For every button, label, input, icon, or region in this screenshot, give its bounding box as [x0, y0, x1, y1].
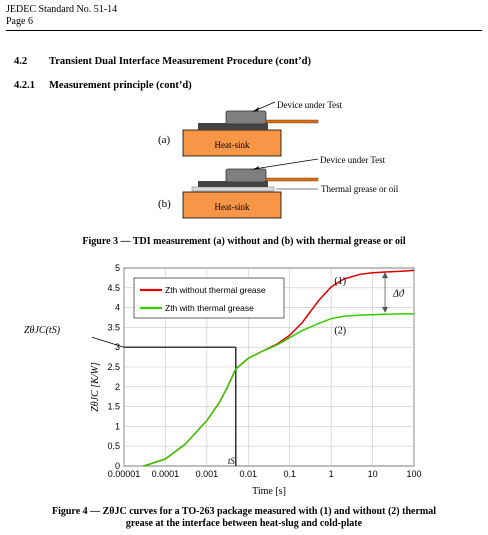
device-a — [225, 110, 267, 125]
heatslug-a — [198, 123, 268, 130]
y-tick-label: 4 — [115, 303, 120, 313]
x-tick-label: 0.0001 — [152, 469, 180, 479]
figure3-diagram: (a) Heat-sink Device under Test (b) Heat… — [158, 100, 399, 219]
subsection-number: 4.2.1 — [14, 80, 35, 91]
section-number: 4.2 — [14, 56, 28, 67]
figure3-label-a: (a) — [158, 134, 171, 146]
dut-b-leader — [253, 158, 319, 170]
x-tick-label: 0.01 — [240, 469, 258, 479]
y-tick-label: 0.5 — [107, 441, 120, 451]
grease-label: Thermal grease or oil — [321, 184, 399, 194]
y-tick-label: 3 — [115, 342, 120, 352]
y-axis-label: ZθJC [K/W] — [90, 362, 101, 412]
legend-box — [133, 277, 285, 319]
doc-header-standard: JEDEC Standard No. 51-14 — [6, 4, 118, 15]
figure4-chart: 0 0.5 1 1.5 2 2.5 3 3.5 4 4.5 5 0.00001 0.0001 0.001 0… — [24, 263, 422, 497]
x-tick-label: 0.001 — [196, 469, 219, 479]
heatslug-b — [198, 181, 268, 187]
y-tick-label: 1.5 — [107, 402, 120, 412]
x-axis-label: Time [s] — [252, 486, 286, 497]
y-tick-label: 4.5 — [107, 283, 120, 293]
x-tick-label: 0.1 — [283, 469, 296, 479]
legend-label: Zth with thermal grease — [165, 303, 254, 313]
dut-b-label: Device under Test — [320, 155, 386, 165]
delta-label: Δϑ — [392, 289, 405, 300]
figure3-label-b: (b) — [158, 198, 171, 210]
zts-label: ZθJC(tS) — [24, 325, 61, 336]
heatsink-b — [182, 191, 282, 219]
heatsink-a — [182, 129, 282, 157]
zts-leader — [91, 336, 125, 348]
section-title: Transient Dual Interface Measurement Pro… — [49, 56, 311, 67]
heatsink-a-label: Heat-sink — [215, 140, 250, 150]
y-tick-label: 2 — [115, 382, 120, 392]
ts-label: tS — [228, 456, 236, 466]
annotation-2: (2) — [334, 325, 346, 336]
y-tick-label: 3.5 — [107, 322, 120, 332]
y-tick-label: 2.5 — [107, 362, 120, 372]
legend-label: Zth without thermal grease — [165, 285, 266, 295]
delta-arrow-down-icon — [382, 306, 389, 313]
series-line-2 — [143, 313, 414, 467]
grease-layer — [191, 186, 275, 192]
subsection-title: Measurement principle (cont’d) — [49, 80, 192, 91]
y-tick-label: 5 — [115, 263, 120, 273]
heatsink-b-label: Heat-sink — [215, 202, 250, 212]
delta-arrow-up-icon — [382, 272, 389, 279]
dut-a-arrow-icon — [252, 107, 259, 112]
dut-b-arrow-icon — [252, 166, 259, 170]
x-tick-label: 1 — [329, 469, 334, 479]
y-tick-label: 0 — [115, 461, 120, 471]
device-b — [225, 168, 267, 183]
figure4-caption-line1: Figure 4 — ZθJC curves for a TO-263 pack… — [51, 506, 436, 517]
dut-a-label: Device under Test — [277, 100, 343, 110]
y-tick-label: 1 — [115, 421, 120, 431]
figure3-caption: Figure 3 — TDI measurement (a) without a… — [82, 236, 406, 247]
annotation-1: (1) — [334, 276, 346, 287]
x-tick-label: 10 — [368, 469, 378, 479]
lead-b — [265, 177, 319, 182]
doc-header-page: Page 6 — [6, 16, 33, 27]
figure4-caption-line2: grease at the interface between heat-slu… — [125, 518, 363, 529]
x-tick-label: 100 — [406, 469, 421, 479]
lead-a — [265, 119, 319, 124]
header-rule — [6, 30, 482, 31]
x-tick-label: 0.00001 — [108, 469, 141, 479]
